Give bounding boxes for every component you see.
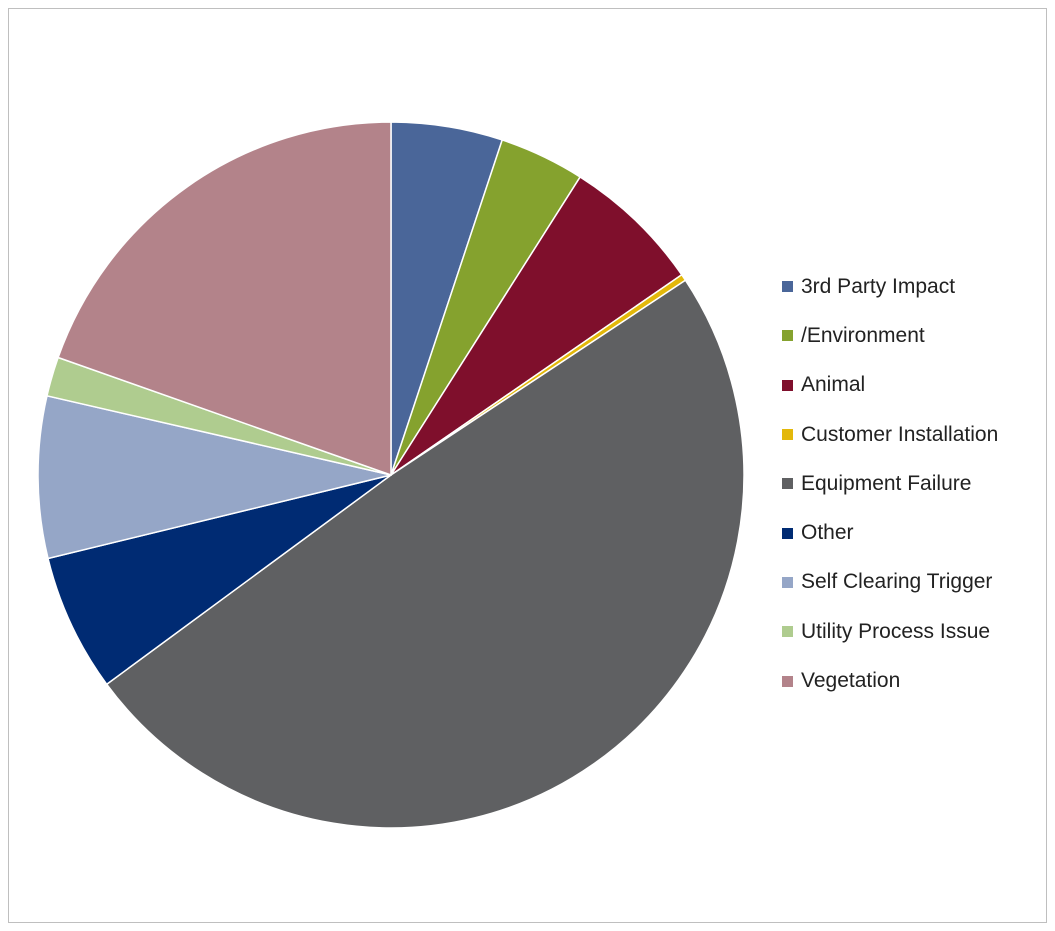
legend-swatch <box>782 379 793 391</box>
legend-item-3rd-party-impact: 3rd Party Impact <box>782 262 998 311</box>
legend-swatch <box>782 429 793 441</box>
legend-label: Animal <box>801 373 866 397</box>
legend-label: Equipment Failure <box>801 471 972 495</box>
pie-slice-equipment-failure <box>105 279 745 829</box>
legend-label: 3rd Party Impact <box>801 274 956 298</box>
legend-item-environment: /Environment <box>782 311 998 360</box>
pie-slice-self-clearing-trigger <box>37 394 392 560</box>
legend-swatch <box>782 527 793 539</box>
legend-swatch <box>782 330 793 342</box>
legend-item-equipment-failure: Equipment Failure <box>782 459 998 508</box>
legend-swatch <box>782 675 793 687</box>
legend-item-customer-installation: Customer Installation <box>782 410 998 459</box>
pie-slice-animal <box>390 175 683 476</box>
legend-swatch <box>782 478 793 490</box>
legend-label: Customer Installation <box>801 422 999 446</box>
chart-legend: 3rd Party Impact/Environment Animal Custom… <box>782 262 998 706</box>
pie-slice-vegetation <box>57 121 392 477</box>
legend-item-vegetation: Vegetation <box>782 656 998 705</box>
legend-label: Utility Process Issue <box>801 619 991 643</box>
legend-label: Vegetation <box>801 669 901 693</box>
legend-label: Self Clearing Trigger <box>801 570 993 594</box>
legend-item-utility-process-issue: Utility Process Issue <box>782 607 998 656</box>
legend-swatch <box>782 626 793 638</box>
legend-item-animal: Animal <box>782 361 998 410</box>
legend-swatch <box>782 281 793 293</box>
legend-swatch <box>782 576 793 588</box>
legend-item-other: Other <box>782 508 998 557</box>
pie-slices <box>37 121 745 829</box>
legend-label: Other <box>801 521 854 545</box>
legend-label: /Environment <box>801 323 925 347</box>
legend-item-self-clearing-trigger: Self Clearing Trigger <box>782 558 998 607</box>
pie-slice-other <box>47 474 392 686</box>
